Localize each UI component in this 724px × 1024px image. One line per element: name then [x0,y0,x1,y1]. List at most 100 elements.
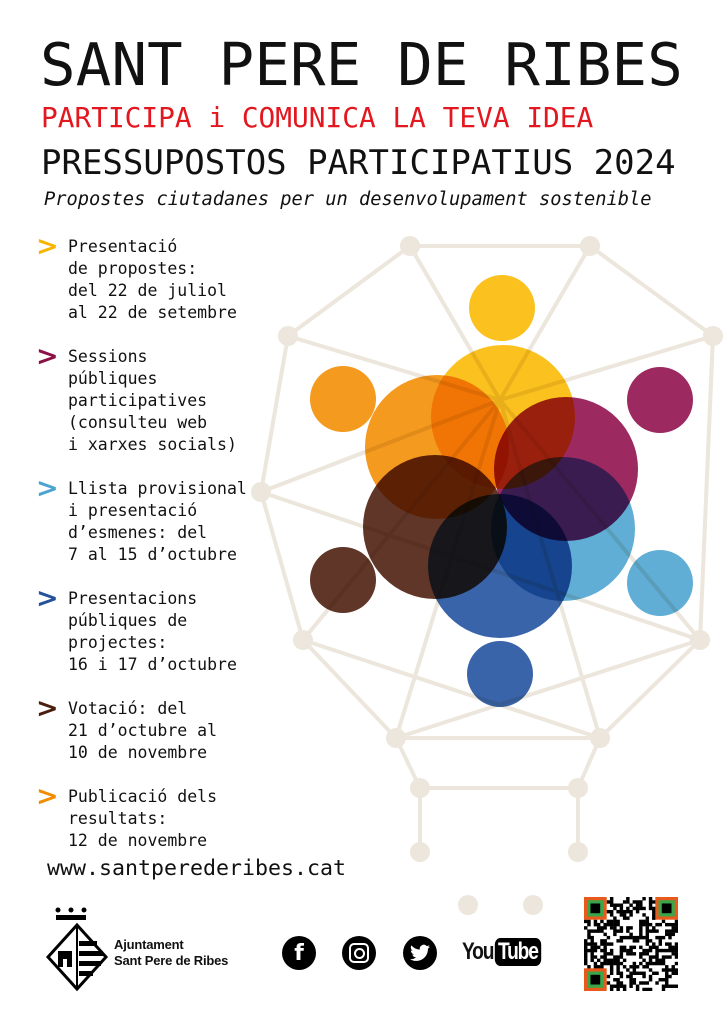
youtube-icon[interactable]: You Tube [462,938,541,966]
step-text: Publicació dels resultats: 12 de novembr… [68,787,218,850]
network-line [259,491,305,641]
instagram-icon[interactable] [342,936,376,970]
qr-module [635,906,640,911]
tagline: Propostes ciutadanes per un desenvolupam… [44,189,652,210]
qr-module [613,916,617,920]
qr-module [645,929,650,933]
website-link[interactable]: www.santperederibes.cat [47,856,347,881]
qr-module [609,922,614,927]
qr-module [665,929,669,933]
qr-module [661,955,666,959]
qr-module [632,978,637,982]
facebook-icon[interactable]: f [282,936,316,970]
qr-module [600,955,604,959]
qr-module [619,929,624,933]
qr-module [626,952,630,956]
qr-module [671,926,675,930]
network-node [293,630,313,650]
qr-module [626,906,630,911]
qr-module [587,922,591,927]
qr-module [639,932,643,937]
qr-module [609,952,614,956]
qr-module [622,935,627,940]
qr-module [603,948,607,953]
network-node [386,728,406,748]
qr-module [655,945,659,950]
qr-module [609,948,614,953]
qr-module [632,952,637,956]
qr-module [629,945,633,950]
qr-module [652,900,656,904]
qr-module [616,968,620,972]
qr-code[interactable] [584,897,678,991]
qr-module [652,916,656,920]
timeline-step: > Presentacions públiques de projectes: 1… [36,583,266,676]
timeline-step: > Publicació dels resultats: 12 de novemb… [36,781,266,852]
qr-module [622,909,627,914]
qr-module [613,955,617,959]
qr-module [665,981,669,985]
qr-module [629,952,633,956]
network-node [400,236,420,256]
qr-module [590,945,594,950]
logo-line-1: Ajuntament [114,937,184,952]
qr-module [665,978,669,982]
qr-module [626,935,630,940]
qr-module [626,968,630,972]
qr-module [665,932,669,937]
qr-module [606,909,611,914]
qr-module [639,945,643,950]
qr-module [645,965,650,969]
qr-module [642,948,646,953]
qr-module [661,919,666,924]
qr-module [629,926,633,930]
qr-module [603,958,607,963]
qr-module [648,929,653,933]
colored-circle [428,494,572,638]
qr-module [619,952,624,956]
qr-module [674,926,678,930]
arrow-icon: > [36,231,59,262]
qr-module [603,942,607,946]
qr-module [671,922,675,927]
qr-module [619,926,624,930]
arrow-icon: > [36,583,59,614]
qr-module [629,974,633,979]
network-node [690,630,710,650]
qr-module [674,919,678,924]
qr-module [648,961,653,966]
qr-module [584,961,588,966]
arrow-icon: > [36,781,59,812]
network-node [703,326,723,346]
timeline-step: > Votació: del 21 d’octubre al 10 de nove… [36,695,266,764]
qr-module [609,926,614,930]
network-node [278,326,298,346]
network-node [458,895,478,915]
qr-module [668,968,672,972]
network-node [410,842,430,862]
qr-module [642,935,646,940]
qr-module [635,900,640,904]
colored-circle [627,550,693,616]
qr-module [639,906,643,911]
qr-module [629,932,633,937]
qr-module [609,968,614,972]
qr-module [600,942,604,946]
qr-module [648,968,653,972]
page-title: SANT PERE DE RIBES [40,30,683,99]
qr-module [658,922,662,927]
slogan: PARTICIPA i COMUNICA LA TEVA IDEA [41,101,594,134]
qr-module [639,971,643,975]
qr-module [655,922,659,927]
qr-module [671,971,675,975]
qr-module [655,971,659,975]
qr-module [642,922,646,927]
qr-module [587,919,591,924]
qr-module [584,919,588,924]
step-text: Presentacions públiques de projectes: 16… [68,589,237,674]
qr-module [645,942,650,946]
qr-module [665,965,669,969]
qr-module [642,981,646,985]
qr-module [642,971,646,975]
twitter-icon[interactable] [403,936,437,970]
